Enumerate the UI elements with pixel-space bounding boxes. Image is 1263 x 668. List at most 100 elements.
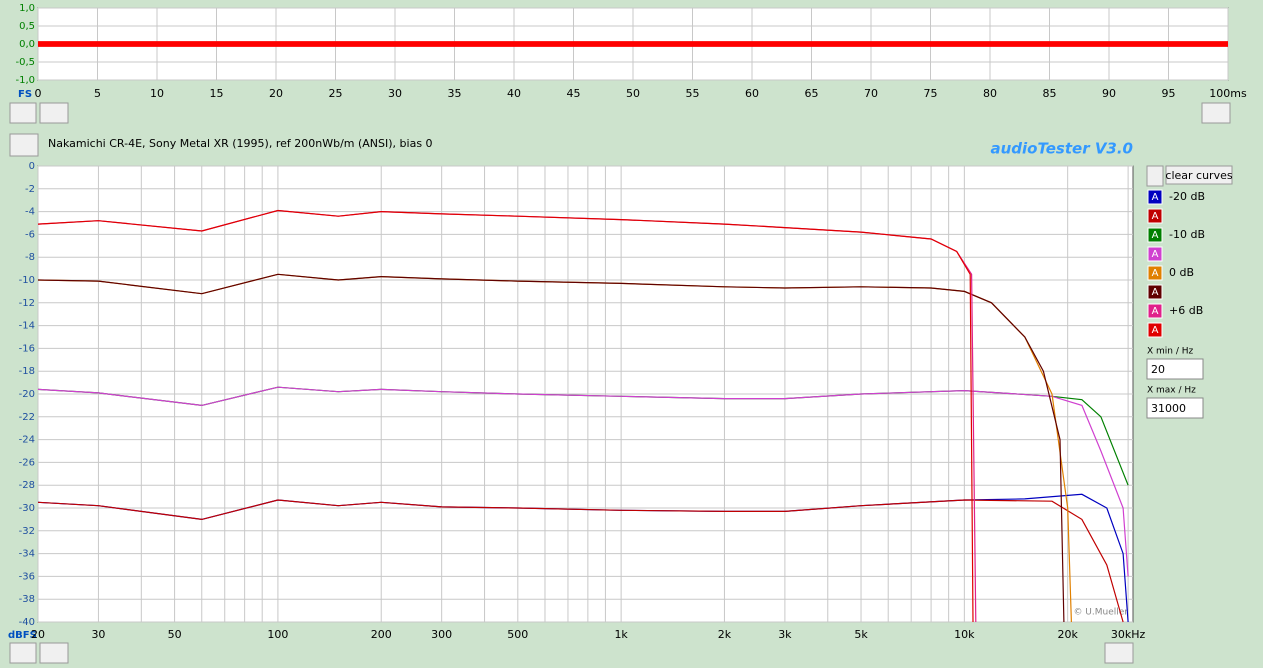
- scroll-button[interactable]: [1201, 102, 1231, 124]
- x-min-input[interactable]: [1146, 358, 1204, 380]
- x-tick-label: 3k: [778, 628, 792, 641]
- y-tick-label: -0,5: [15, 57, 35, 68]
- x-tick-label: 20k: [1057, 628, 1078, 641]
- input-label: X min / Hz: [1147, 347, 1194, 357]
- series-button[interactable]: [1147, 322, 1163, 338]
- x-tick-label: 55: [686, 87, 700, 100]
- clear-button[interactable]: [1165, 165, 1233, 185]
- x-tick-label: 20: [269, 87, 283, 100]
- legend-label: +6 dB: [1169, 304, 1203, 317]
- y-tick-label: -2: [25, 184, 35, 195]
- y-tick-label: 1,0: [19, 3, 35, 14]
- x-tick-label: 45: [567, 87, 581, 100]
- series-button-label[interactable]: A: [1152, 211, 1159, 222]
- series-button[interactable]: [1147, 284, 1163, 300]
- x-tick-label: 10k: [954, 628, 975, 641]
- x-tick-label: 40: [507, 87, 521, 100]
- y-tick-label: -26: [19, 457, 35, 468]
- series-button-label[interactable]: A: [1152, 268, 1159, 279]
- scroll-button[interactable]: [1104, 642, 1134, 664]
- x-tick-label: 100: [267, 628, 288, 641]
- response-curve: [37, 273, 1065, 623]
- series-button-label[interactable]: A: [1152, 230, 1159, 241]
- x-tick-label: 300: [431, 628, 452, 641]
- y-tick-label: -18: [19, 366, 35, 377]
- x-tick-label: 20: [31, 628, 45, 641]
- x-tick-label: 50: [626, 87, 640, 100]
- y-tick-label: -4: [25, 207, 35, 218]
- series-button[interactable]: [1147, 265, 1163, 281]
- y-tick-label: -8: [25, 252, 35, 263]
- clear-button-label[interactable]: clear curves: [1165, 169, 1232, 182]
- signal-band: [38, 41, 1228, 47]
- y-tick-label: -10: [19, 275, 35, 286]
- y-tick-label: -40: [19, 617, 35, 628]
- x-tick-label: 65: [805, 87, 819, 100]
- series-button-label[interactable]: A: [1152, 192, 1159, 203]
- series-button-label[interactable]: A: [1152, 287, 1159, 298]
- y-tick-label: -14: [19, 321, 35, 332]
- spin-button[interactable]: [9, 133, 39, 157]
- y-tick-label: -34: [19, 549, 35, 560]
- series-button[interactable]: [1147, 189, 1163, 205]
- input-label: X max / Hz: [1147, 386, 1196, 396]
- response-curve: [37, 386, 1129, 577]
- x-tick-label: 1k: [614, 628, 628, 641]
- y-tick-label: -24: [19, 435, 35, 446]
- series-button[interactable]: [1147, 227, 1163, 243]
- chart-title: Nakamichi CR-4E, Sony Metal XR (1995), r…: [48, 137, 433, 150]
- series-button-label[interactable]: A: [1152, 249, 1159, 260]
- legend-label: -10 dB: [1169, 228, 1205, 241]
- series-button[interactable]: [1147, 303, 1163, 319]
- unit-label: FS: [18, 89, 32, 100]
- x-max-input[interactable]: [1146, 397, 1204, 419]
- x-tick-label: 95: [1162, 87, 1176, 100]
- y-tick-label: -38: [19, 594, 35, 605]
- x-tick-label: 5: [94, 87, 101, 100]
- x-tick-label: 60: [745, 87, 759, 100]
- x-tick-label: 100ms: [1209, 87, 1247, 100]
- x-tick-label: 500: [507, 628, 528, 641]
- series-button[interactable]: [1147, 208, 1163, 224]
- x-tick-label: 85: [1043, 87, 1057, 100]
- x-tick-label: 0: [35, 87, 42, 100]
- y-tick-label: -16: [19, 343, 35, 354]
- x-tick-label: 30: [388, 87, 402, 100]
- y-tick-label: -28: [19, 480, 35, 491]
- credit: © U.Mueller: [1073, 608, 1128, 618]
- y-tick-label: -12: [19, 298, 35, 309]
- y-tick-label: -22: [19, 412, 35, 423]
- y-tick-label: -6: [25, 229, 35, 240]
- scroll-button[interactable]: [39, 102, 69, 124]
- x-tick-label: 30kHz: [1111, 628, 1146, 641]
- input-value[interactable]: 31000: [1151, 402, 1186, 415]
- y-tick-label: 0,5: [19, 21, 35, 32]
- y-tick-label: -36: [19, 571, 35, 582]
- y-tick-label: -1,0: [15, 75, 35, 86]
- x-tick-label: 50: [168, 628, 182, 641]
- x-tick-label: 70: [864, 87, 878, 100]
- scroll-button[interactable]: [39, 642, 69, 664]
- x-tick-label: 80: [983, 87, 997, 100]
- y-tick-label: -30: [19, 503, 35, 514]
- x-tick-label: 5k: [854, 628, 868, 641]
- x-tick-label: 15: [210, 87, 224, 100]
- spin-button[interactable]: [1146, 165, 1164, 187]
- series-button-label[interactable]: A: [1152, 306, 1159, 317]
- app-title: audioTester V3.0: [990, 140, 1133, 158]
- spin-button[interactable]: [9, 102, 37, 124]
- x-tick-label: 10: [150, 87, 164, 100]
- scroll-controls[interactable]: [9, 102, 1231, 664]
- spin-button[interactable]: [9, 642, 37, 664]
- y-tick-label: 0,0: [19, 39, 35, 50]
- series-button-label[interactable]: A: [1152, 325, 1159, 336]
- x-tick-label: 30: [91, 628, 105, 641]
- input-value[interactable]: 20: [1151, 363, 1165, 376]
- x-tick-label: 200: [371, 628, 392, 641]
- series-button[interactable]: [1147, 246, 1163, 262]
- legend-label: 0 dB: [1169, 266, 1194, 279]
- response-curve: [37, 209, 974, 623]
- x-tick-label: 90: [1102, 87, 1116, 100]
- x-tick-label: 75: [924, 87, 938, 100]
